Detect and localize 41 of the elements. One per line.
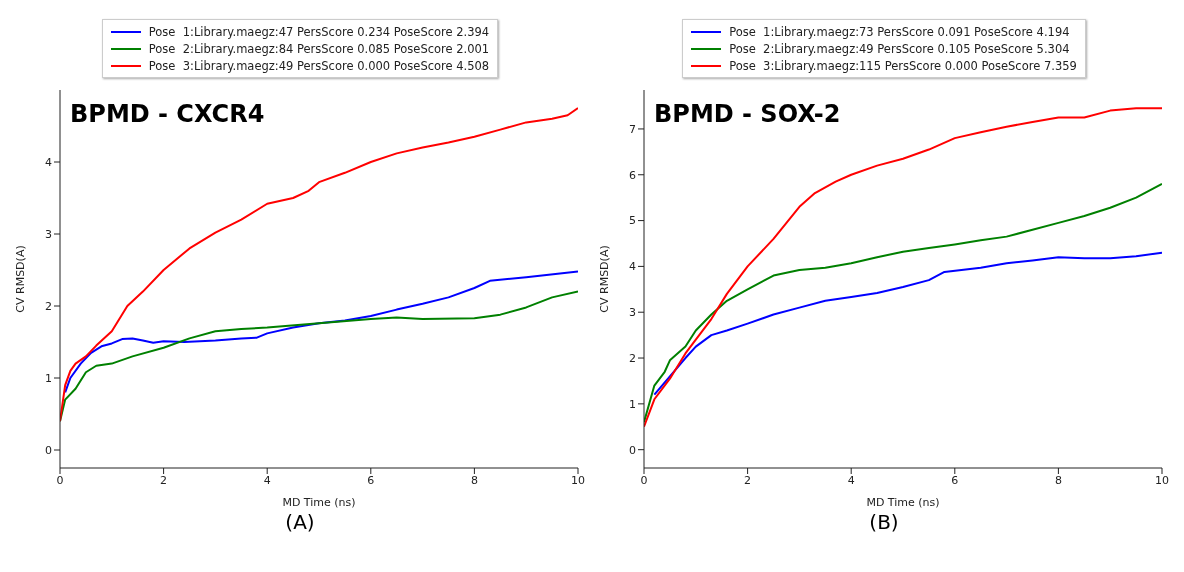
chart-title: BPMD - SOX-2 [654, 100, 841, 128]
x-tick-label: 0 [640, 473, 648, 487]
text: (B) [868, 510, 900, 534]
x-tick-label: 6 [367, 473, 375, 487]
x-tick-label: 10 [571, 473, 585, 487]
x-tick-label: 2 [744, 473, 752, 487]
text: (A) [284, 510, 316, 534]
legend-label: Pose 1:Library.maegz:47 PersScore 0.234 PoseScore 2.394 [148, 24, 490, 39]
y-tick-label: 1 [45, 371, 52, 385]
y-tick-label: 5 [629, 214, 636, 228]
x-axis-title: MD Time (ns) [282, 496, 356, 509]
legend-label: Pose 3:Library.maegz:115 PersScore 0.000 PoseScore 7.359 [729, 58, 1077, 73]
legend-label: Pose 2:Library.maegz:49 PersScore 0.105 PoseScore 5.304 [729, 41, 1070, 56]
legend-label: Pose 2:Library.maegz:84 PersScore 0.085 PoseScore 2.001 [148, 41, 490, 56]
y-tick-label: 7 [629, 122, 636, 136]
x-axis-title: MD Time (ns) [866, 496, 940, 509]
x-tick-label: 6 [951, 473, 959, 487]
y-tick-label: 2 [629, 351, 636, 365]
line-series [64, 270, 578, 394]
y-tick-label: 1 [629, 397, 636, 411]
y-tick-label: 6 [629, 168, 636, 182]
x-tick-label: 4 [263, 473, 271, 487]
y-tick-label: 3 [629, 306, 636, 320]
chart-title: BPMD - CXCR4 [70, 100, 265, 128]
x-tick-label: 10 [1155, 473, 1169, 487]
legend-label: Pose 3:Library.maegz:49 PersScore 0.000 PoseScore 4.508 [148, 58, 490, 73]
y-axis-title: CV RMSD(A) [13, 245, 27, 313]
legend-label: Pose 1:Library.maegz:73 PersScore 0.091 PoseScore 4.194 [729, 24, 1070, 39]
y-axis-title: CV RMSD(A) [597, 245, 611, 313]
x-tick-label: 2 [160, 473, 168, 487]
y-tick-label: 0 [45, 443, 52, 457]
x-tick-label: 0 [56, 473, 64, 487]
y-tick-label: 0 [629, 443, 636, 457]
y-tick-label: 3 [45, 227, 52, 241]
x-tick-label: 8 [1054, 473, 1062, 487]
x-tick-label: 8 [470, 473, 478, 487]
y-tick-label: 2 [45, 299, 52, 313]
x-tick-label: 4 [847, 473, 855, 487]
y-tick-label: 4 [45, 155, 52, 169]
line-series [653, 251, 1162, 396]
y-tick-label: 4 [629, 260, 636, 274]
